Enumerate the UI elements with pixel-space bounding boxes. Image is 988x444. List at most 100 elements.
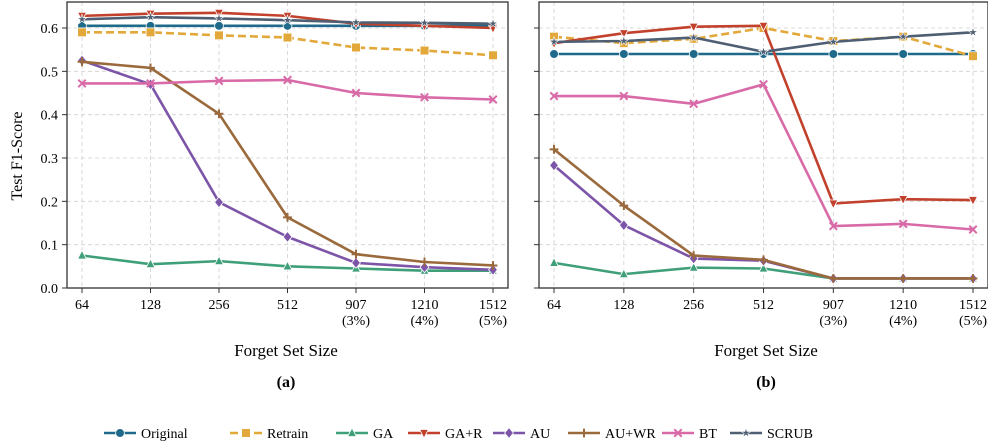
data-point [548, 35, 560, 47]
data-point [827, 35, 840, 47]
legend-marker [115, 428, 125, 438]
legend-item-au: AU [493, 426, 550, 442]
legend-item-ga: GA [336, 427, 394, 442]
legend-label: AU+WR [605, 427, 656, 442]
y-tick-label: 0.3 [41, 152, 59, 167]
data-point [77, 57, 87, 67]
data-point [351, 88, 361, 98]
series-scrub [548, 26, 979, 57]
data-point [76, 13, 88, 25]
data-point [898, 195, 909, 206]
data-point [757, 45, 770, 57]
data-point [898, 49, 908, 59]
data-point [968, 51, 978, 61]
legend-label: GA [373, 427, 394, 442]
data-point [968, 274, 978, 283]
x-tick-label: (3%) [342, 314, 370, 329]
legend-marker [418, 429, 430, 439]
legend-label: AU [530, 427, 550, 442]
data-point [283, 75, 292, 85]
data-point [759, 79, 768, 89]
data-point [549, 91, 559, 101]
legend-item-scrub: SCRUB [730, 426, 813, 442]
data-point [214, 76, 224, 86]
legend-label: SCRUB [767, 427, 813, 442]
data-point [828, 274, 838, 283]
data-point [618, 29, 629, 40]
x-tick-label: 1210 [411, 298, 439, 313]
series-au-wr [549, 144, 978, 283]
x-tick-label: 1512 [479, 298, 507, 313]
data-point [351, 42, 361, 53]
data-point [898, 219, 908, 229]
series-au-wr [77, 57, 498, 270]
data-point [828, 221, 838, 231]
data-point [282, 32, 293, 43]
data-point [967, 26, 979, 38]
data-point [549, 159, 559, 172]
data-point [618, 268, 629, 279]
data-point [146, 63, 155, 73]
x-tick-label: 907 [346, 298, 367, 313]
panel-label-b: (b) [756, 374, 776, 391]
data-point [828, 199, 839, 210]
data-point [689, 99, 699, 109]
data-point [687, 31, 700, 43]
x-tick-label: 64 [75, 298, 89, 313]
legend-item-original: Original [104, 427, 188, 442]
x-tick-label: 512 [277, 298, 298, 313]
data-point [758, 262, 769, 273]
data-point [488, 261, 498, 270]
data-point [487, 17, 499, 29]
data-point [214, 196, 224, 209]
panel-label-a: (a) [277, 374, 296, 391]
x-tick-label: 256 [209, 298, 230, 313]
y-tick-label: 0.0 [41, 282, 59, 297]
data-point [281, 13, 294, 26]
legend-item-ga-r: GA+R [408, 427, 483, 442]
data-point [418, 16, 431, 28]
legend-marker [740, 426, 752, 439]
legend-marker [579, 428, 589, 438]
data-point [214, 21, 224, 31]
y-axis-label: Test F1-Score [9, 111, 26, 200]
legend-marker [346, 427, 358, 437]
data-point [282, 260, 293, 271]
legend: Original Retrain GA GA+R AU AU+WR BT SCRUB [104, 426, 813, 442]
data-point [283, 212, 292, 222]
data-point [350, 16, 362, 28]
data-point [549, 49, 559, 59]
legend-label: Retrain [267, 427, 308, 442]
legend-marker [673, 428, 683, 438]
data-point [619, 49, 629, 59]
data-point [619, 91, 629, 101]
series-scrub [76, 10, 499, 29]
data-point [213, 255, 225, 266]
data-point [758, 21, 769, 32]
legend-label: BT [699, 427, 717, 442]
y-tick-label: 0.5 [41, 65, 59, 80]
data-point [420, 257, 429, 267]
data-point [688, 22, 699, 33]
data-point [898, 274, 908, 283]
x-axis-label-a: Forget Set Size [234, 341, 338, 360]
series-bt [77, 75, 498, 104]
legend-label: GA+R [445, 427, 483, 442]
series-bt [549, 79, 978, 234]
data-point [688, 49, 699, 59]
y-tick-label: 0.6 [41, 22, 59, 37]
data-point [214, 109, 224, 119]
x-axis-label-b: Forget Set Size [714, 341, 818, 360]
x-tick-label: 1210 [889, 298, 917, 313]
x-tick-label: 128 [613, 298, 634, 313]
data-point [618, 219, 629, 232]
data-point [548, 256, 560, 267]
x-tick-label: 1512 [959, 298, 987, 313]
x-tick-label: (5%) [479, 314, 507, 329]
x-tick-label: (4%) [889, 314, 917, 329]
data-point [619, 201, 629, 211]
x-tick-label: (3%) [819, 314, 847, 329]
legend-item-au-wr: AU+WR [568, 427, 656, 442]
legend-label: Original [141, 427, 188, 442]
legend-marker [504, 426, 514, 440]
